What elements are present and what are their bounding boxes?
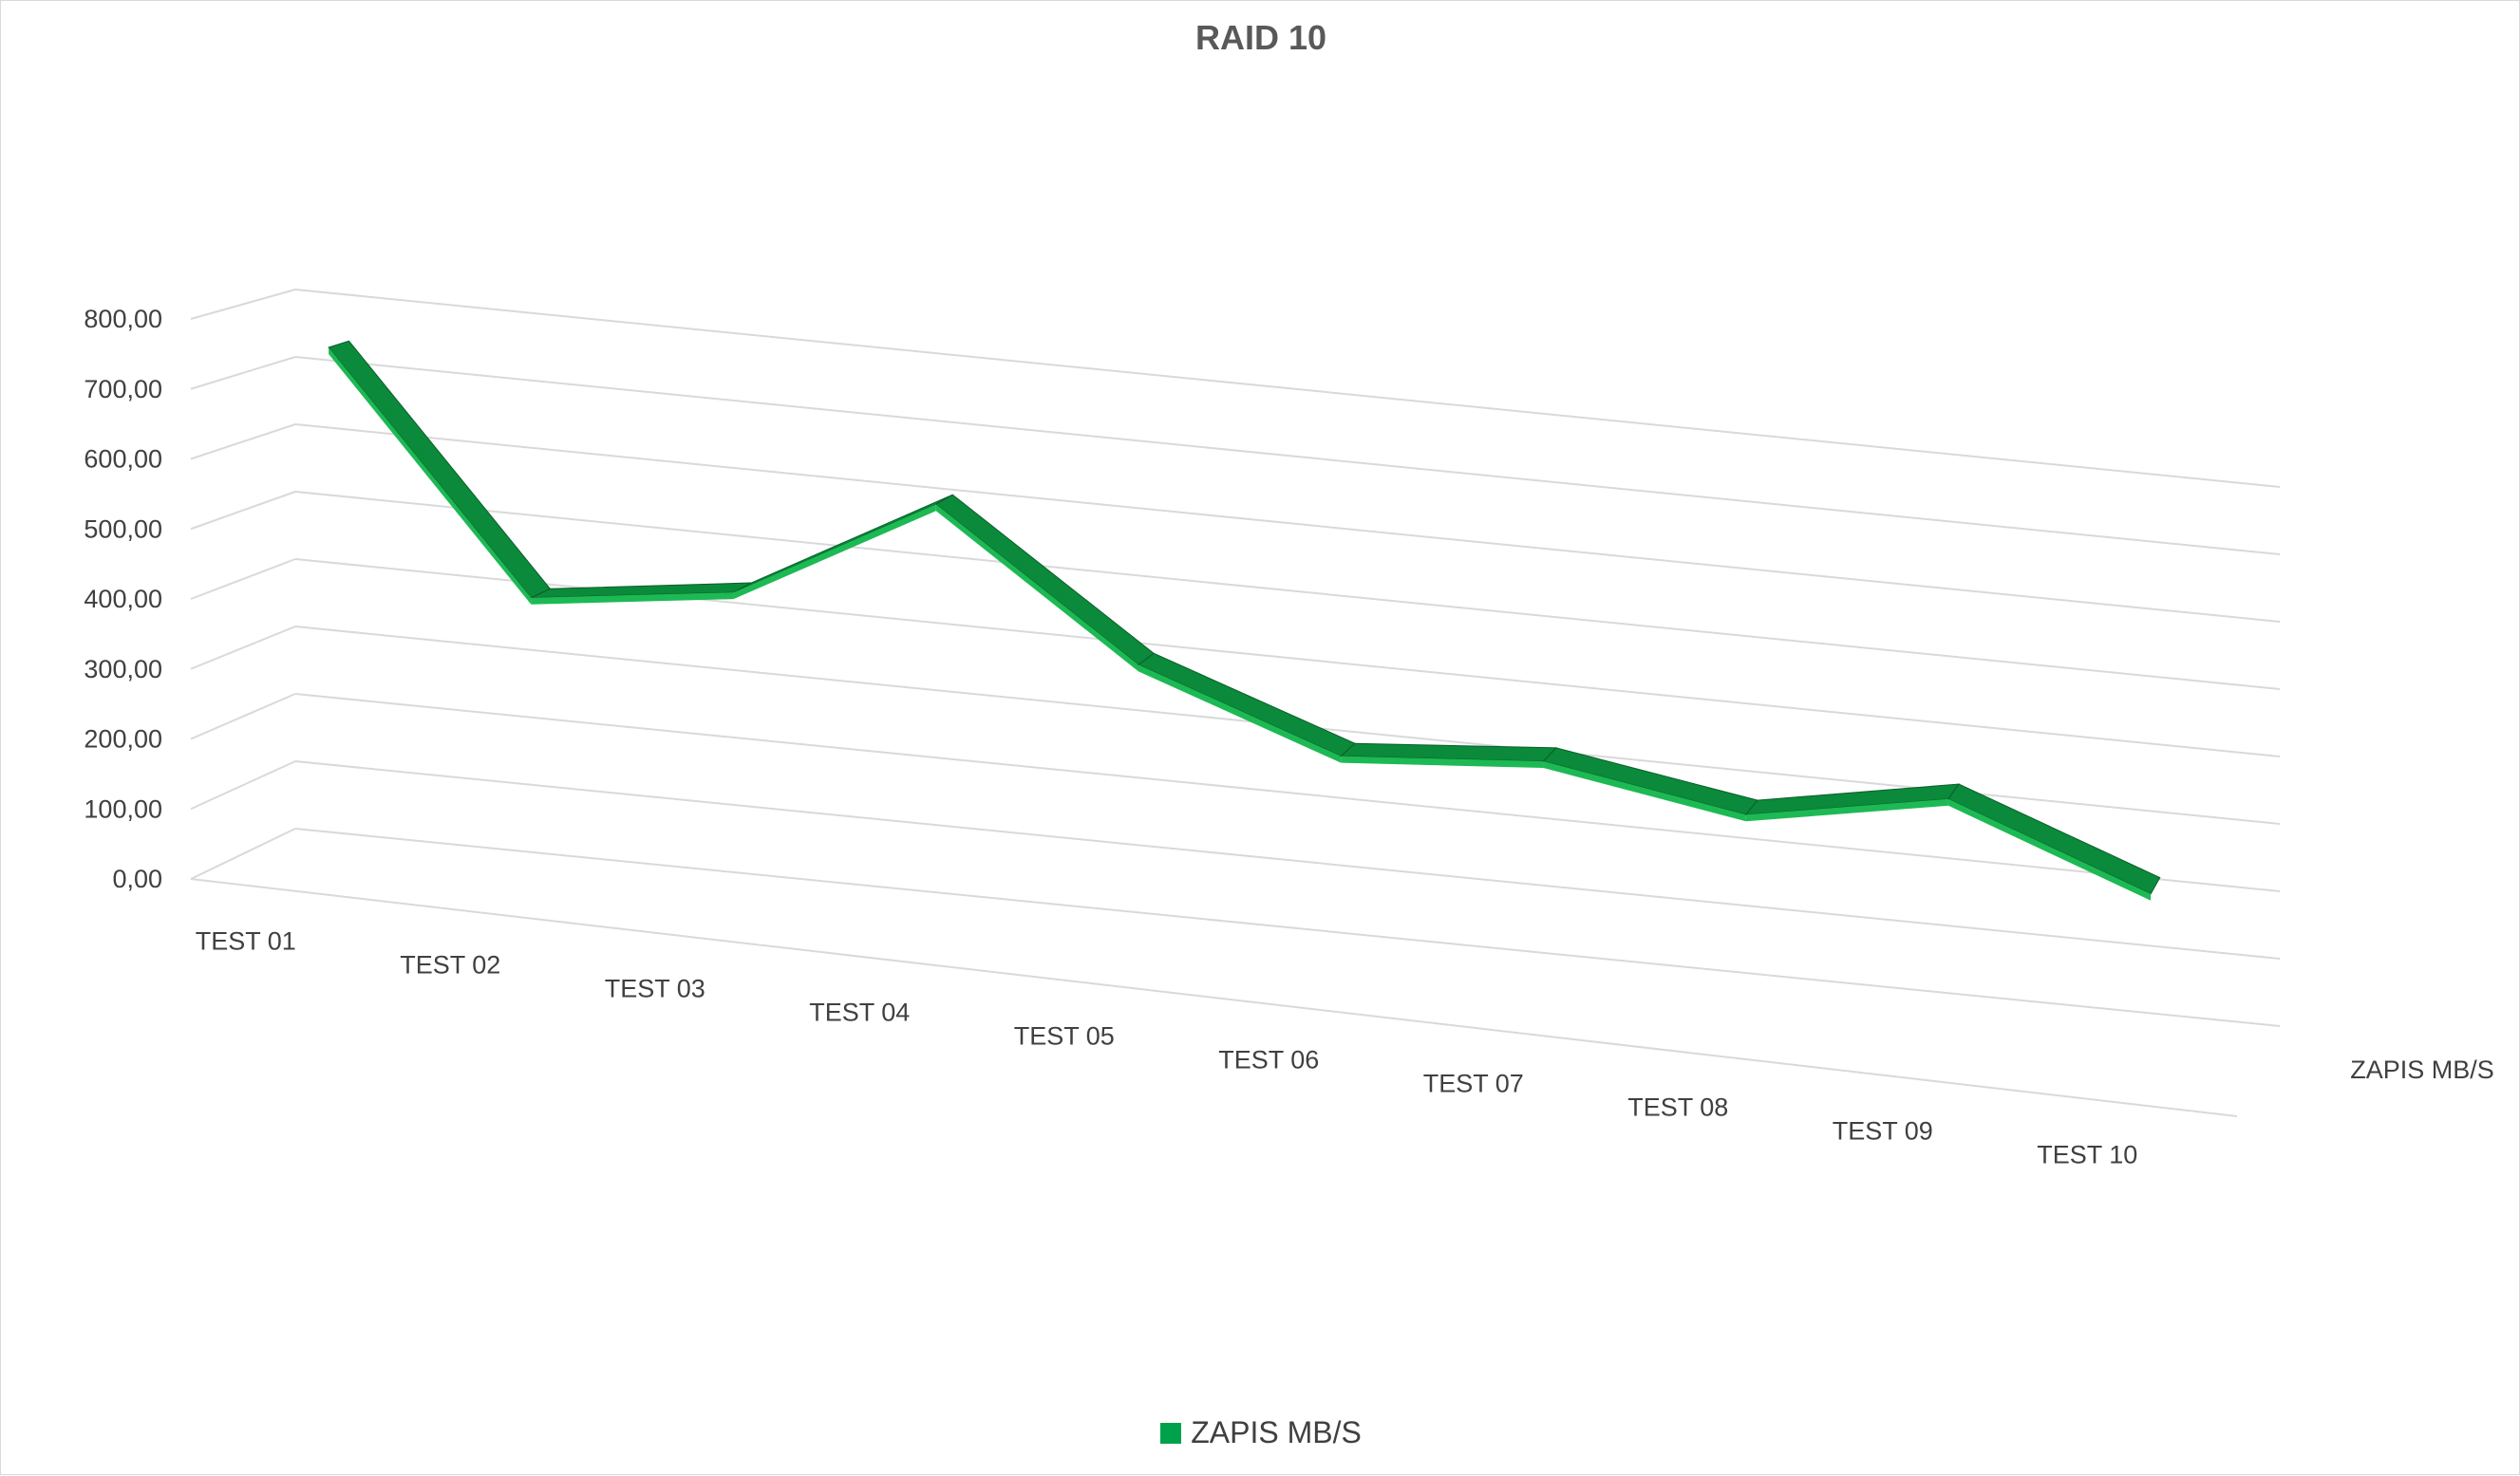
back-gridline xyxy=(294,828,2281,1027)
ribbon-front-edge xyxy=(329,347,532,605)
side-gridline xyxy=(190,693,296,740)
side-gridline xyxy=(190,558,296,600)
ribbon-front-edge xyxy=(1745,798,1948,822)
x-tick-label: TEST 08 xyxy=(1627,1093,1728,1122)
back-gridline xyxy=(294,356,2281,555)
ribbon-front-edge xyxy=(531,592,734,605)
x-tick-label: TEST 07 xyxy=(1423,1070,1524,1098)
floor-front-edge xyxy=(190,878,2238,1117)
chart-title: RAID 10 xyxy=(1194,18,1327,57)
ribbon-segment xyxy=(1138,652,1356,757)
side-gridline xyxy=(190,828,296,880)
x-tick-label: TEST 09 xyxy=(1833,1117,1933,1146)
y-tick-label: 200,00 xyxy=(84,725,162,754)
x-tick-label: TEST 04 xyxy=(809,999,910,1027)
back-gridline xyxy=(294,491,2281,690)
side-gridline xyxy=(190,760,296,811)
legend: ZAPIS MB/S xyxy=(1,1415,2520,1450)
side-gridline xyxy=(190,356,296,390)
back-gridline xyxy=(294,289,2281,488)
back-gridline xyxy=(294,760,2281,960)
y-tick-label: 800,00 xyxy=(84,305,162,333)
y-tick-label: 700,00 xyxy=(84,375,162,403)
ribbon-segment xyxy=(733,494,953,593)
back-gridline xyxy=(294,693,2281,892)
x-tick-label: TEST 03 xyxy=(605,975,705,1003)
back-gridline xyxy=(294,423,2281,623)
ribbon-segment xyxy=(1947,783,2161,895)
grid-layer xyxy=(190,289,2281,1027)
ribbon-front-edge xyxy=(1947,798,2152,901)
y-tick-label: 300,00 xyxy=(84,655,162,683)
legend-label: ZAPIS MB/S xyxy=(1191,1415,1362,1449)
x-tick-label: TEST 02 xyxy=(400,951,500,980)
y-tick-label: 100,00 xyxy=(84,794,162,823)
side-gridline xyxy=(190,491,296,531)
label-layer: 0,00 100,00 200,00 300,00 400,00 500,00 600,00… xyxy=(84,305,2493,1169)
ribbon-front-edge xyxy=(1138,664,1342,763)
x-tick-label: TEST 06 xyxy=(1218,1046,1319,1074)
side-gridline xyxy=(190,626,296,670)
y-tick-label: 0,00 xyxy=(112,865,162,893)
x-tick-label: TEST 05 xyxy=(1014,1022,1115,1051)
side-gridline xyxy=(190,423,296,460)
y-tick-label: 400,00 xyxy=(84,585,162,613)
ribbon-front-edge xyxy=(1543,760,1746,822)
ribbon-front-edge xyxy=(733,504,936,600)
ribbon-segment xyxy=(934,494,1155,665)
x-tick-label: TEST 10 xyxy=(2037,1141,2137,1169)
side-gridline xyxy=(190,289,296,320)
depth-axis-label: ZAPIS MB/S xyxy=(2350,1056,2494,1084)
ribbon-segment xyxy=(1542,747,1758,815)
axis-layer xyxy=(190,878,2238,1117)
ribbon-front-edge xyxy=(935,504,1139,672)
ribbon-front-edge xyxy=(1341,756,1544,768)
y-tick-label: 600,00 xyxy=(84,445,162,474)
y-tick-label: 500,00 xyxy=(84,514,162,543)
ribbon-layer xyxy=(328,340,2161,901)
legend-swatch xyxy=(1160,1422,1182,1444)
x-tick-label: TEST 01 xyxy=(196,927,296,956)
